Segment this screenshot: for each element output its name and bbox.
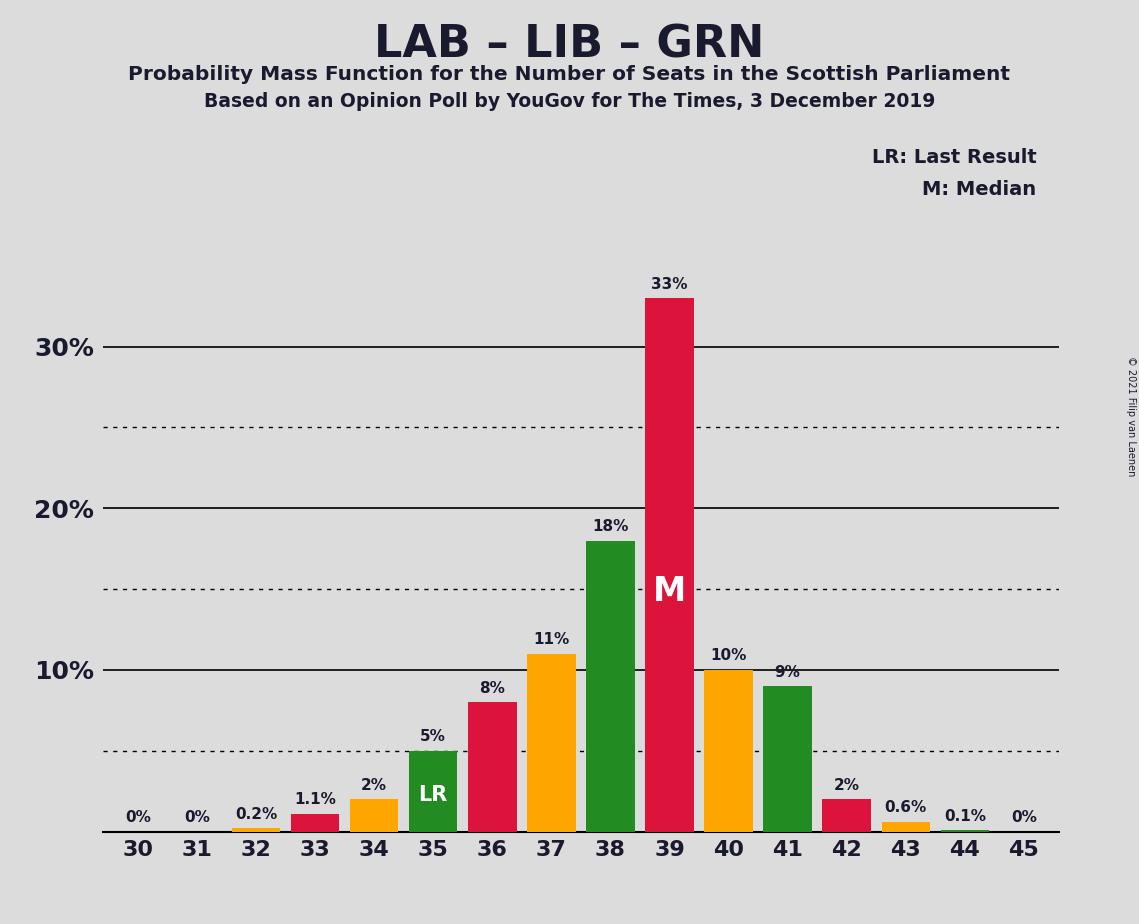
- Text: 0.1%: 0.1%: [944, 808, 985, 823]
- Bar: [350, 799, 399, 832]
- Bar: [290, 814, 339, 832]
- Bar: [527, 654, 575, 832]
- Text: 10%: 10%: [711, 649, 747, 663]
- Text: LR: Last Result: LR: Last Result: [871, 148, 1036, 167]
- Bar: [763, 686, 812, 832]
- Text: 8%: 8%: [480, 681, 506, 696]
- Text: 2%: 2%: [834, 778, 860, 793]
- Text: 9%: 9%: [775, 664, 801, 680]
- Text: M: Median: M: Median: [923, 180, 1036, 200]
- Bar: [232, 828, 280, 832]
- Text: 0.2%: 0.2%: [235, 807, 277, 822]
- Text: LR: LR: [419, 785, 448, 805]
- Bar: [646, 298, 694, 832]
- Bar: [882, 822, 929, 832]
- Bar: [468, 702, 516, 832]
- Text: 0%: 0%: [1011, 810, 1036, 825]
- Text: 0.6%: 0.6%: [885, 800, 927, 815]
- Bar: [941, 830, 989, 832]
- Text: © 2021 Filip van Laenen: © 2021 Filip van Laenen: [1126, 356, 1136, 476]
- Bar: [409, 750, 458, 832]
- Text: 0%: 0%: [185, 810, 210, 825]
- Text: 5%: 5%: [420, 729, 446, 745]
- Bar: [822, 799, 871, 832]
- Text: M: M: [653, 575, 686, 608]
- Text: Probability Mass Function for the Number of Seats in the Scottish Parliament: Probability Mass Function for the Number…: [129, 65, 1010, 84]
- Text: 0%: 0%: [125, 810, 150, 825]
- Text: 33%: 33%: [652, 276, 688, 292]
- Text: 11%: 11%: [533, 632, 570, 647]
- Text: LAB – LIB – GRN: LAB – LIB – GRN: [375, 23, 764, 67]
- Bar: [587, 541, 634, 832]
- Text: 18%: 18%: [592, 519, 629, 534]
- Text: 2%: 2%: [361, 778, 387, 793]
- Bar: [704, 670, 753, 832]
- Text: Based on an Opinion Poll by YouGov for The Times, 3 December 2019: Based on an Opinion Poll by YouGov for T…: [204, 92, 935, 112]
- Text: 1.1%: 1.1%: [294, 793, 336, 808]
